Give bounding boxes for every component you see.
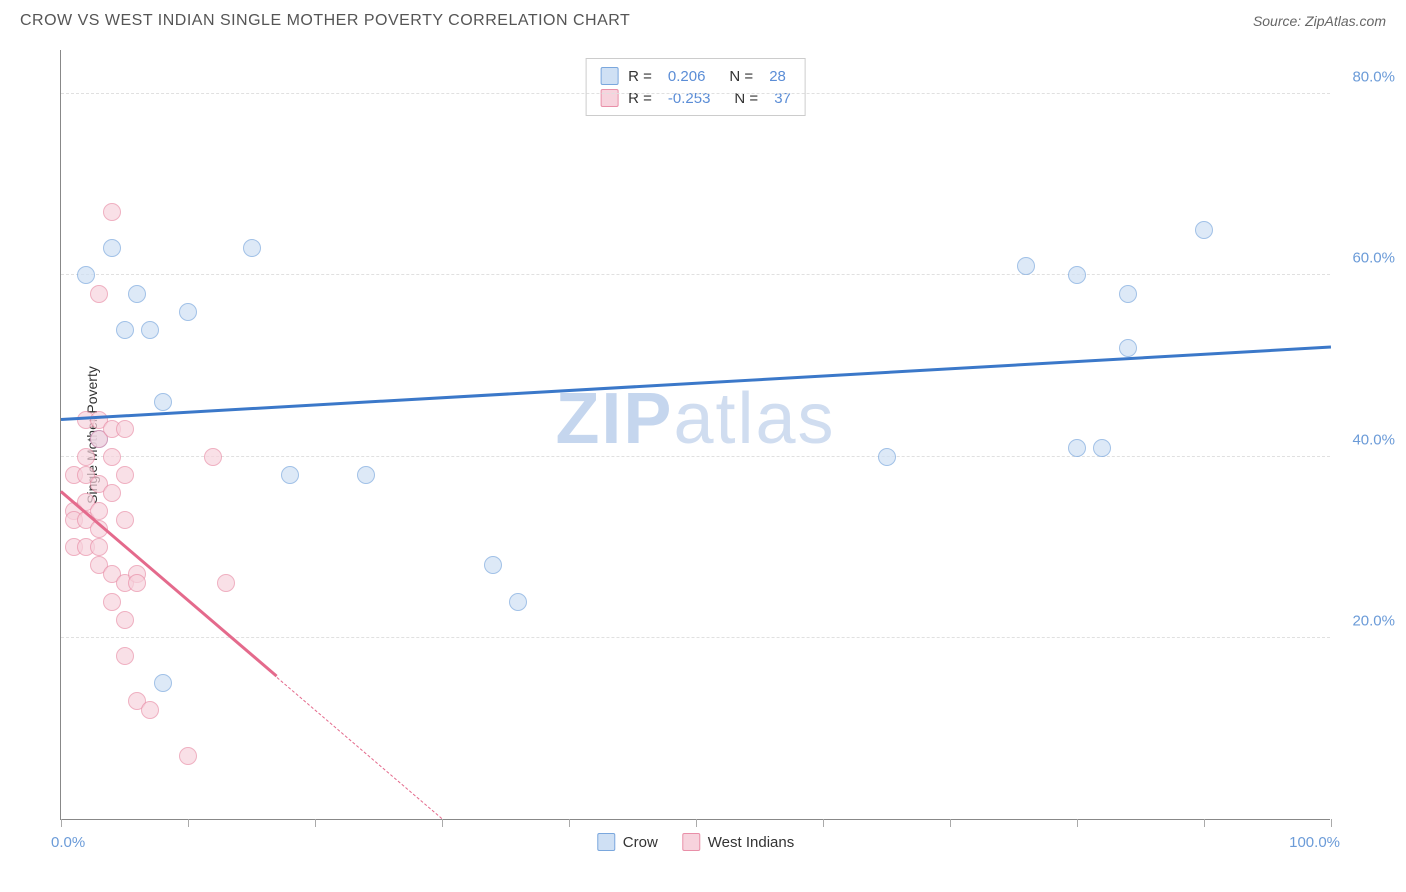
- x-tick: [823, 819, 824, 827]
- trend-line: [61, 345, 1331, 420]
- x-axis-min-label: 0.0%: [51, 834, 85, 851]
- legend-n-crow: 28: [769, 68, 786, 85]
- data-point: [90, 538, 108, 556]
- data-point: [357, 466, 375, 484]
- data-point: [154, 674, 172, 692]
- data-point: [116, 511, 134, 529]
- legend-swatch-crow-icon: [597, 833, 615, 851]
- legend-row-crow: R = 0.206 N = 28: [600, 65, 791, 87]
- data-point: [217, 574, 235, 592]
- grid-line: [61, 274, 1330, 275]
- legend-n-label: N =: [729, 68, 753, 85]
- x-tick: [442, 819, 443, 827]
- trend-line-extrapolated: [277, 677, 443, 819]
- x-tick: [315, 819, 316, 827]
- grid-line: [61, 456, 1330, 457]
- data-point: [179, 747, 197, 765]
- data-point: [204, 448, 222, 466]
- data-point: [1093, 439, 1111, 457]
- legend-r-westindian: -0.253: [668, 90, 711, 107]
- x-tick: [1204, 819, 1205, 827]
- legend-series: Crow West Indians: [597, 833, 794, 851]
- legend-r-crow: 0.206: [668, 68, 706, 85]
- data-point: [116, 611, 134, 629]
- chart-title: CROW VS WEST INDIAN SINGLE MOTHER POVERT…: [20, 12, 630, 30]
- legend-item-westindian: West Indians: [682, 833, 794, 851]
- data-point: [179, 303, 197, 321]
- legend-n-label: N =: [734, 90, 758, 107]
- data-point: [128, 285, 146, 303]
- grid-line: [61, 93, 1330, 94]
- data-point: [103, 448, 121, 466]
- data-point: [1068, 266, 1086, 284]
- data-point: [103, 593, 121, 611]
- legend-label-crow: Crow: [623, 834, 658, 851]
- data-point: [509, 593, 527, 611]
- watermark-rest: atlas: [673, 379, 835, 459]
- data-point: [281, 466, 299, 484]
- scatter-plot: Single Mother Poverty ZIPatlas R = 0.206…: [60, 50, 1330, 820]
- header: CROW VS WEST INDIAN SINGLE MOTHER POVERT…: [20, 12, 1386, 30]
- trend-line: [60, 491, 278, 678]
- data-point: [116, 647, 134, 665]
- data-point: [128, 574, 146, 592]
- data-point: [154, 393, 172, 411]
- legend-r-label: R =: [628, 90, 652, 107]
- x-tick: [950, 819, 951, 827]
- legend-correlation: R = 0.206 N = 28 R = -0.253 N = 37: [585, 58, 806, 116]
- legend-item-crow: Crow: [597, 833, 658, 851]
- data-point: [1068, 439, 1086, 457]
- x-tick: [1331, 819, 1332, 827]
- data-point: [243, 239, 261, 257]
- legend-n-westindian: 37: [774, 90, 791, 107]
- x-tick: [569, 819, 570, 827]
- data-point: [878, 448, 896, 466]
- data-point: [103, 484, 121, 502]
- data-point: [116, 466, 134, 484]
- data-point: [141, 701, 159, 719]
- y-tick-label: 20.0%: [1340, 612, 1395, 629]
- x-tick: [696, 819, 697, 827]
- watermark: ZIPatlas: [555, 378, 835, 460]
- y-tick-label: 60.0%: [1340, 250, 1395, 267]
- legend-r-label: R =: [628, 68, 652, 85]
- source-text: Source: ZipAtlas.com: [1253, 13, 1386, 29]
- grid-line: [61, 637, 1330, 638]
- data-point: [90, 285, 108, 303]
- data-point: [116, 321, 134, 339]
- legend-swatch-westindian: [600, 89, 618, 107]
- data-point: [103, 203, 121, 221]
- y-tick-label: 80.0%: [1340, 69, 1395, 86]
- legend-row-westindian: R = -0.253 N = 37: [600, 87, 791, 109]
- data-point: [484, 556, 502, 574]
- data-point: [116, 420, 134, 438]
- y-tick-label: 40.0%: [1340, 431, 1395, 448]
- x-tick: [61, 819, 62, 827]
- legend-swatch-westindian-icon: [682, 833, 700, 851]
- data-point: [1017, 257, 1035, 275]
- legend-label-westindian: West Indians: [708, 834, 794, 851]
- data-point: [77, 266, 95, 284]
- x-axis-max-label: 100.0%: [1289, 834, 1340, 851]
- data-point: [103, 239, 121, 257]
- x-tick: [1077, 819, 1078, 827]
- data-point: [141, 321, 159, 339]
- data-point: [1195, 221, 1213, 239]
- x-tick: [188, 819, 189, 827]
- data-point: [77, 448, 95, 466]
- legend-swatch-crow: [600, 67, 618, 85]
- data-point: [1119, 285, 1137, 303]
- data-point: [1119, 339, 1137, 357]
